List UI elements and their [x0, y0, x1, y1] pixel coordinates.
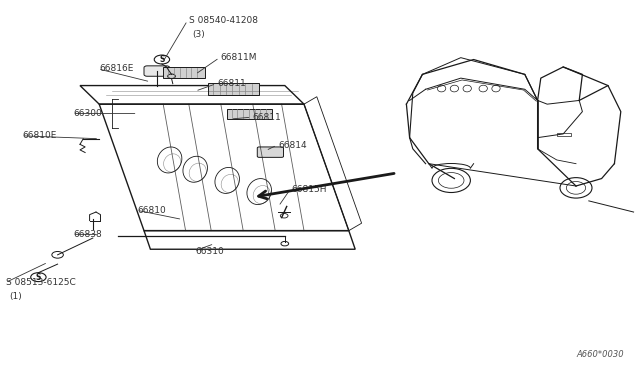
- FancyBboxPatch shape: [257, 147, 284, 157]
- Text: 66310: 66310: [195, 247, 224, 256]
- Text: 66811M: 66811M: [221, 53, 257, 62]
- Text: (3): (3): [192, 30, 205, 39]
- Text: S 08540-41208: S 08540-41208: [189, 16, 258, 25]
- Text: S: S: [159, 55, 164, 64]
- FancyBboxPatch shape: [144, 66, 170, 76]
- Text: 66810: 66810: [138, 206, 166, 215]
- Text: S 08513-6125C: S 08513-6125C: [6, 278, 76, 287]
- Bar: [163, 67, 205, 78]
- Text: 66814: 66814: [278, 141, 307, 150]
- Text: 66816E: 66816E: [99, 64, 134, 73]
- Text: A660*0030: A660*0030: [577, 350, 624, 359]
- Text: 66811: 66811: [218, 79, 246, 88]
- Text: 66815H: 66815H: [291, 185, 326, 194]
- Bar: [557, 133, 571, 136]
- Text: 66811: 66811: [253, 113, 282, 122]
- Text: 66838: 66838: [74, 230, 102, 239]
- Text: 66810E: 66810E: [22, 131, 57, 140]
- Bar: [227, 109, 272, 119]
- Text: (1): (1): [10, 292, 22, 301]
- Text: S: S: [36, 273, 41, 282]
- Text: 66300: 66300: [74, 109, 102, 118]
- Bar: [208, 83, 259, 95]
